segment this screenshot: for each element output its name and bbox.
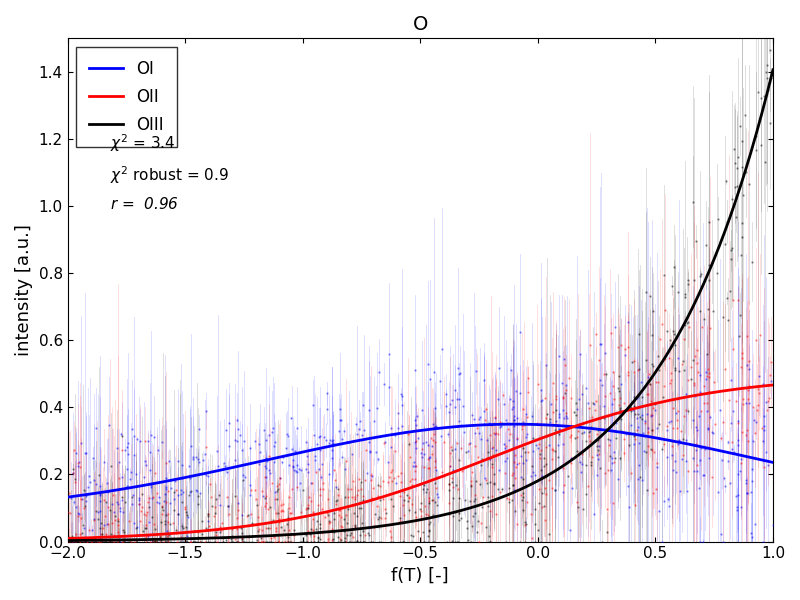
Y-axis label: intensity [a.u.]: intensity [a.u.] (15, 224, 33, 356)
Text: $\chi^2$ = 3.4: $\chi^2$ = 3.4 (110, 132, 175, 154)
Title: O: O (413, 15, 428, 34)
Legend: OI, OII, OIII: OI, OII, OIII (76, 47, 177, 148)
Text: $\chi^2$ robust = 0.9: $\chi^2$ robust = 0.9 (110, 164, 229, 186)
Text: $r$ =  0.96: $r$ = 0.96 (110, 196, 179, 212)
X-axis label: f(T) [-]: f(T) [-] (391, 567, 449, 585)
